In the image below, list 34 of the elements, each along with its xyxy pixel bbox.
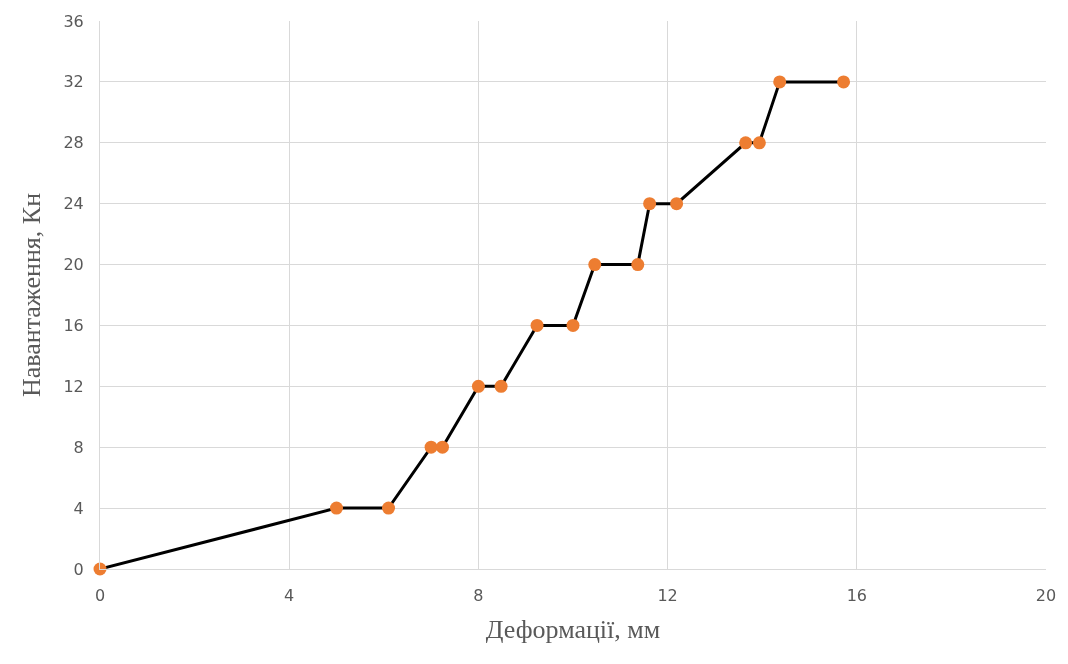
y-tick-label: 0 — [73, 559, 84, 579]
x-axis-title: Деформації, мм — [485, 614, 661, 644]
point — [837, 75, 851, 89]
point — [382, 501, 396, 515]
x-tick-label: 20 — [1035, 586, 1057, 606]
point — [588, 258, 602, 272]
x-tick-label: 0 — [94, 586, 106, 606]
point — [566, 318, 580, 332]
point — [752, 136, 766, 150]
point — [670, 197, 684, 211]
point — [494, 379, 508, 393]
y-tick-label: 20 — [63, 255, 84, 275]
y-tick-label: 4 — [73, 498, 84, 518]
point — [631, 258, 645, 272]
y-tick-label: 12 — [63, 376, 84, 396]
point — [424, 440, 438, 454]
point — [435, 440, 449, 454]
point — [471, 379, 485, 393]
point — [773, 75, 787, 89]
y-tick-label: 28 — [63, 133, 84, 153]
x-tick-label: 12 — [657, 586, 678, 606]
point — [739, 136, 753, 150]
x-tick-label: 16 — [846, 586, 867, 606]
point — [530, 318, 544, 332]
point — [330, 501, 343, 515]
x-tick-label: 8 — [473, 586, 484, 606]
point — [643, 197, 657, 211]
y-tick-label: 36 — [63, 11, 84, 31]
y-tick-label: 16 — [63, 316, 84, 336]
y-tick-label: 24 — [63, 194, 84, 214]
x-tick-label: 4 — [284, 586, 295, 606]
y-tick-label: 8 — [73, 437, 84, 457]
y-axis-title: Навантаження, Кн — [16, 192, 46, 398]
y-tick-label: 32 — [63, 72, 84, 92]
